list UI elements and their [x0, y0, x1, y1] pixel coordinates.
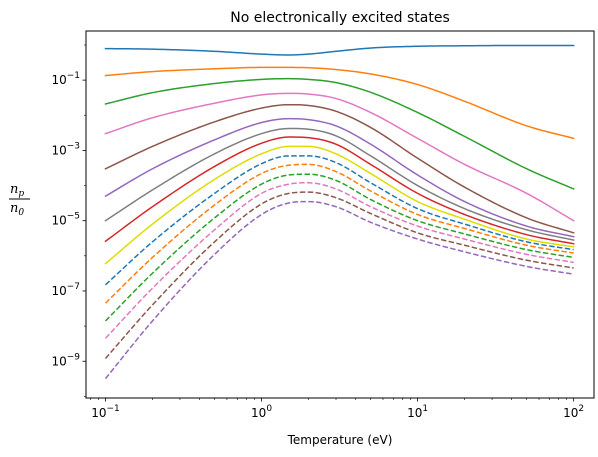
x-tick-label: 100 — [251, 404, 272, 420]
series-line-10-dashed — [104, 155, 574, 286]
y-tick-label: 10−7 — [51, 282, 80, 298]
minor-tick-layer — [84, 44, 567, 400]
y-axis-title: np n0 — [9, 182, 30, 218]
series-layer — [104, 44, 575, 380]
series-line-6 — [104, 117, 575, 238]
x-tick-label: 102 — [563, 404, 584, 420]
series-line-7 — [104, 127, 575, 242]
x-tick-label: 10−1 — [91, 404, 120, 420]
y-tick-label: 10−1 — [51, 71, 80, 87]
series-line-3 — [104, 77, 575, 190]
y-tick-label: 10−3 — [51, 141, 80, 157]
series-line-4 — [104, 92, 575, 222]
series-line-8 — [104, 136, 575, 245]
series-line-1 — [104, 44, 575, 56]
series-line-13-dashed — [104, 182, 574, 339]
chart-title: No electronically excited states — [230, 10, 450, 26]
x-axis: 10−1 100 101 102 — [91, 398, 584, 420]
y-tick-label: 10−5 — [51, 212, 80, 228]
series-line-14-dashed — [104, 191, 574, 359]
x-axis-title: Temperature (eV) — [287, 433, 393, 447]
series-line-15-dashed — [104, 200, 574, 380]
series-line-9 — [104, 145, 575, 265]
series-line-2 — [104, 66, 575, 140]
plot-frame — [85, 30, 595, 399]
y-axis-title-numerator: np — [10, 182, 24, 199]
y-axis: 10−9 10−7 10−5 10−3 10−1 — [51, 71, 86, 368]
y-tick-label: 10−9 — [51, 352, 80, 368]
series-line-12-dashed — [104, 173, 574, 322]
series-line-5 — [104, 103, 575, 234]
series-line-11-dashed — [104, 163, 574, 304]
y-axis-title-denominator: n0 — [10, 201, 24, 218]
x-tick-label: 101 — [407, 404, 428, 420]
